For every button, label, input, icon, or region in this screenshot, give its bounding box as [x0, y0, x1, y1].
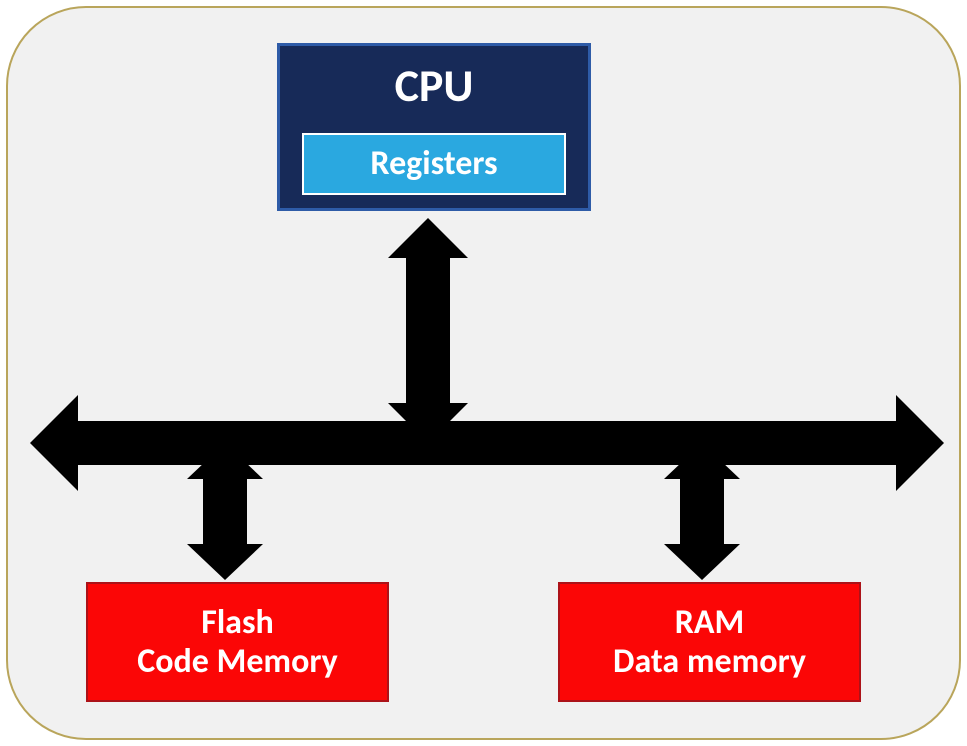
ram-line2: Data memory — [613, 642, 806, 681]
ram-block: RAM Data memory — [558, 582, 861, 702]
flash-block: Flash Code Memory — [86, 582, 389, 702]
ram-line1: RAM — [675, 603, 744, 642]
diagram-canvas: CPU Registers Flash Code Memory RAM Data… — [0, 0, 967, 746]
flash-line2: Code Memory — [137, 642, 337, 681]
flash-line1: Flash — [201, 603, 274, 642]
